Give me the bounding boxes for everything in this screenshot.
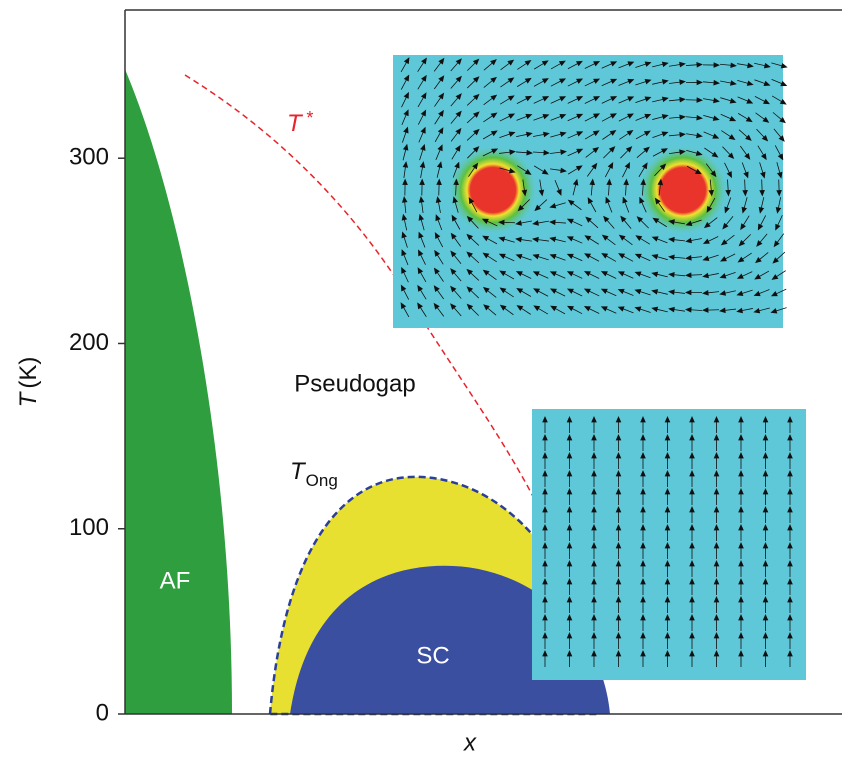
y-tick-label: 100 bbox=[69, 514, 109, 541]
vortex bbox=[638, 145, 728, 235]
pseudogap-label: Pseudogap bbox=[294, 370, 415, 397]
t-star-symbol: T bbox=[287, 110, 304, 137]
y-label-unit: (K) bbox=[15, 357, 42, 389]
t-ong-label: TOng bbox=[290, 458, 338, 490]
t-star-mark: * bbox=[306, 108, 314, 128]
y-axis-label: T(K) bbox=[15, 357, 42, 408]
y-tick-label: 0 bbox=[96, 699, 109, 726]
y-tick-label: 300 bbox=[69, 144, 109, 171]
t-star-label: T* bbox=[287, 108, 314, 138]
af-region bbox=[125, 69, 232, 714]
y-tick-label: 200 bbox=[69, 329, 109, 356]
x-axis-label: x bbox=[463, 729, 477, 756]
region-label: AF bbox=[160, 567, 191, 594]
t-ong-symbol: T bbox=[290, 458, 307, 485]
t-ong-subscript: Ong bbox=[306, 471, 338, 490]
y-label-symbol: T bbox=[15, 390, 42, 407]
region-label: SC bbox=[416, 642, 449, 669]
chart: AFSC x T(K) Pseudogap T* TOng 0100200300 bbox=[0, 0, 842, 757]
